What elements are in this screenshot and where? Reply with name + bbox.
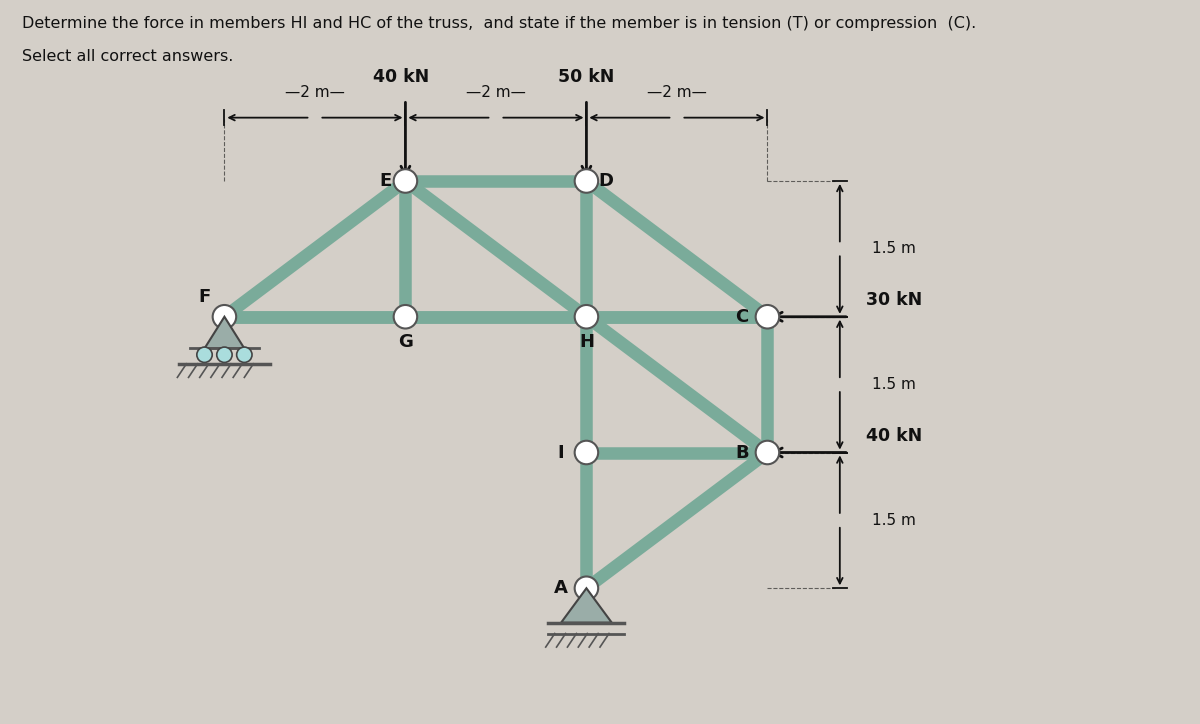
Text: 50 kN: 50 kN (558, 68, 614, 86)
Text: H: H (578, 333, 594, 351)
Text: —2 m—: —2 m— (647, 85, 707, 99)
Circle shape (197, 347, 212, 363)
Circle shape (756, 305, 779, 329)
Text: D: D (599, 172, 614, 190)
Text: 40 kN: 40 kN (373, 68, 430, 86)
Circle shape (217, 347, 232, 363)
Circle shape (394, 305, 418, 329)
Text: 1.5 m: 1.5 m (871, 241, 916, 256)
Circle shape (575, 169, 598, 193)
Polygon shape (204, 317, 245, 348)
Text: B: B (736, 444, 749, 461)
Text: Determine the force in members HI and HC of the truss,  and state if the member : Determine the force in members HI and HC… (22, 16, 976, 31)
Text: I: I (558, 444, 564, 461)
Text: 40 kN: 40 kN (866, 427, 923, 445)
Text: —2 m—: —2 m— (466, 85, 526, 99)
Circle shape (575, 305, 598, 329)
Circle shape (575, 576, 598, 600)
Text: 1.5 m: 1.5 m (871, 513, 916, 528)
Circle shape (212, 305, 236, 329)
Circle shape (575, 441, 598, 464)
Circle shape (394, 169, 418, 193)
Text: E: E (379, 172, 391, 190)
Text: —2 m—: —2 m— (284, 85, 344, 99)
Text: Select all correct answers.: Select all correct answers. (22, 49, 233, 64)
Text: 1.5 m: 1.5 m (871, 377, 916, 392)
Circle shape (756, 441, 779, 464)
Text: F: F (198, 288, 211, 306)
Text: 30 kN: 30 kN (866, 292, 923, 309)
Text: C: C (736, 308, 749, 326)
Polygon shape (562, 588, 612, 623)
Circle shape (236, 347, 252, 363)
Text: A: A (554, 579, 568, 597)
Text: G: G (398, 333, 413, 351)
